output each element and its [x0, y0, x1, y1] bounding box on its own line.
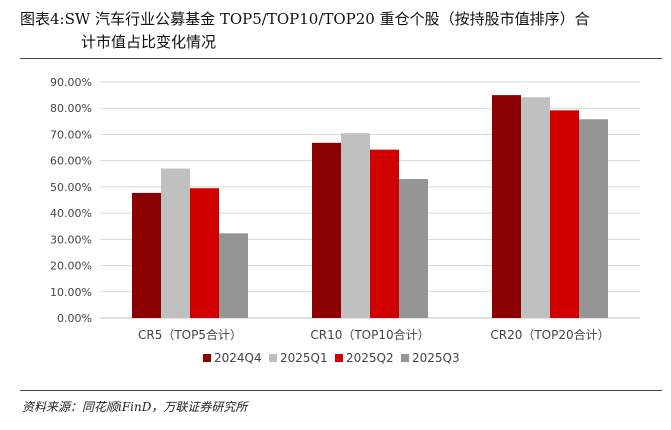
figure-number: 图表4:: [20, 10, 65, 28]
legend-swatch: [335, 354, 343, 362]
bar-2025q1: [341, 133, 370, 318]
bars: [132, 95, 608, 318]
y-tick-label: 80.00%: [50, 102, 92, 115]
y-tick-label: 50.00%: [50, 181, 92, 194]
bar-2025q3: [399, 179, 428, 318]
figure-title: 图表4:SW 汽车行业公募基金 TOP5/TOP10/TOP20 重仓个股（按持…: [20, 8, 660, 54]
bar-2024q4: [492, 95, 521, 318]
legend-swatch: [401, 354, 409, 362]
bar-2025q2: [370, 149, 399, 318]
legend-swatch: [269, 354, 277, 362]
figure-title-line1: 图表4:SW 汽车行业公募基金 TOP5/TOP10/TOP20 重仓个股（按持…: [20, 8, 660, 31]
figure-title-line2: 计市值占比变化情况: [81, 33, 217, 51]
x-tick-label: CR10（TOP10合计）: [310, 327, 429, 342]
bar-2025q2: [550, 110, 579, 318]
bar-2025q1: [521, 97, 550, 318]
y-tick-label: 60.00%: [50, 155, 92, 168]
bottom-rule: [20, 390, 662, 391]
legend-label: 2025Q1: [280, 351, 328, 365]
bar-2024q4: [132, 192, 161, 318]
y-axis-ticks: 0.00% 10.00% 20.00% 30.00% 40.00% 50.00% 60.00…: [50, 76, 92, 325]
bar-2025q3: [219, 233, 248, 318]
bar-2025q1: [161, 168, 190, 318]
top-rule: [20, 58, 662, 59]
y-tick-label: 30.00%: [50, 233, 92, 246]
y-tick-label: 40.00%: [50, 207, 92, 220]
bar-2025q2: [190, 188, 219, 318]
legend: 2024Q4 2025Q1 2025Q2 2025Q3: [203, 351, 460, 365]
legend-label: 2025Q3: [412, 351, 460, 365]
y-tick-label: 90.00%: [50, 76, 92, 89]
legend-label: 2025Q2: [346, 351, 394, 365]
source-note: 资料来源：同花顺iFinD，万联证券研究所: [22, 400, 248, 414]
bar-2025q3: [579, 119, 608, 318]
bar-2024q4: [312, 142, 341, 318]
y-tick-label: 20.00%: [50, 260, 92, 273]
y-tick-label: 10.00%: [50, 286, 92, 299]
y-tick-label: 0.00%: [57, 312, 92, 325]
bar-chart: 0.00% 10.00% 20.00% 30.00% 40.00% 50.00% 60.00…: [50, 76, 640, 365]
legend-label: 2024Q4: [214, 351, 262, 365]
legend-swatch: [203, 354, 211, 362]
x-axis-ticks: CR5（TOP5合计） CR10（TOP10合计） CR20（TOP20合计）: [138, 327, 610, 342]
x-tick-label: CR5（TOP5合计）: [138, 327, 242, 342]
y-tick-label: 70.00%: [50, 128, 92, 141]
x-tick-label: CR20（TOP20合计）: [490, 327, 609, 342]
figure-title-text: SW 汽车行业公募基金 TOP5/TOP10/TOP20 重仓个股（按持股市值排…: [64, 10, 590, 28]
